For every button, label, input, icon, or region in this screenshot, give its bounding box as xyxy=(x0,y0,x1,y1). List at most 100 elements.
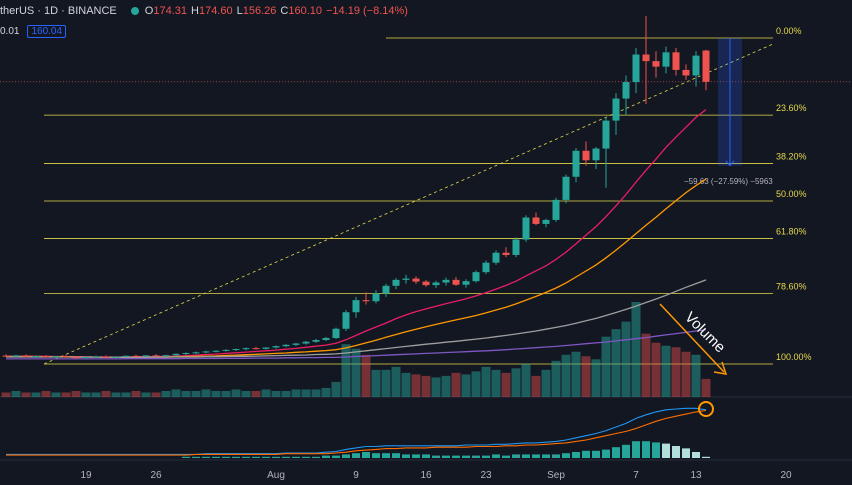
low-value: L156.26 xyxy=(236,5,277,17)
volume-bar xyxy=(151,392,161,397)
fib-label: 38.20% xyxy=(776,152,807,162)
volume-bar xyxy=(221,390,231,397)
candle-body xyxy=(452,279,460,285)
volume-bar xyxy=(311,389,321,397)
oscillator-histogram-bar xyxy=(232,456,240,458)
volume-bar xyxy=(551,360,561,397)
oscillator-histogram-bar xyxy=(612,447,620,458)
oscillator-histogram-bar xyxy=(362,452,370,458)
candle-body xyxy=(162,355,170,357)
candle-body xyxy=(562,176,570,200)
candle-body xyxy=(462,281,470,285)
candle-body xyxy=(142,355,150,357)
oscillator-histogram-bar xyxy=(192,456,200,458)
oscillator-histogram-bar xyxy=(312,456,320,458)
oscillator-histogram-bar xyxy=(642,441,650,458)
candle-body xyxy=(312,339,320,342)
open-value: O174.31 xyxy=(144,5,187,17)
indicator-row: 0.01 160.04 xyxy=(0,22,67,40)
oscillator-histogram-bar xyxy=(432,455,440,458)
oscillator-histogram-bar xyxy=(682,448,690,458)
x-axis-tick-label: Aug xyxy=(267,470,285,481)
volume-bar xyxy=(471,371,481,397)
volume-bar xyxy=(161,390,171,397)
candle-body xyxy=(172,353,180,356)
symbol-header: therUS · 1D · BINANCE O174.31 H174.60 L1… xyxy=(0,0,408,22)
candle-body xyxy=(482,262,490,273)
candle-body xyxy=(92,356,100,358)
oscillator-histogram-bar xyxy=(282,456,290,458)
oscillator-histogram-bar xyxy=(272,456,280,458)
candle-body xyxy=(102,356,110,358)
x-axis-tick-label: 16 xyxy=(420,470,432,481)
close-value: C160.10 xyxy=(280,5,322,17)
moving-average-line xyxy=(6,109,707,358)
x-axis-tick-label: 19 xyxy=(80,470,92,481)
volume-bar xyxy=(121,392,131,397)
oscillator-histogram-bar xyxy=(522,454,530,458)
fib-label: 78.60% xyxy=(776,282,807,292)
candle-body xyxy=(532,217,540,224)
oscillator-histogram-bar xyxy=(492,454,500,458)
oscillator-histogram-bar xyxy=(552,454,560,458)
candle-body xyxy=(252,348,260,350)
candle-body xyxy=(632,54,640,83)
oscillator-histogram-bar xyxy=(442,455,450,458)
volume-bar xyxy=(531,375,541,397)
oscillator-histogram-bar xyxy=(352,453,360,458)
oscillator-histogram-bar xyxy=(252,456,260,458)
price-input-box[interactable]: 160.04 xyxy=(27,24,67,38)
candle-body xyxy=(442,279,450,283)
candle-body xyxy=(352,300,360,313)
volume-bar xyxy=(671,347,681,397)
candle-body xyxy=(592,148,600,161)
candle-body xyxy=(52,356,60,358)
candle-body xyxy=(492,252,500,263)
volume-bar xyxy=(581,356,591,397)
volume-bar xyxy=(351,348,361,397)
candle-body xyxy=(552,199,560,220)
oscillator-histogram-bar xyxy=(452,455,460,458)
volume-bar xyxy=(661,345,671,397)
oscillator-histogram-bar xyxy=(332,455,340,458)
oscillator-histogram-bar xyxy=(342,454,350,458)
candle-body xyxy=(672,52,680,70)
oscillator-histogram-bar xyxy=(532,454,540,458)
candle-body xyxy=(132,355,140,357)
fib-label: 61.80% xyxy=(776,226,807,236)
oscillator-histogram-bar xyxy=(632,441,640,458)
x-axis-tick-label: 20 xyxy=(780,470,792,481)
oscillator-histogram-bar xyxy=(482,455,490,458)
volume-bar xyxy=(251,390,261,397)
oscillator-histogram-bar xyxy=(372,453,380,458)
volume-bar xyxy=(641,333,651,397)
oscillator-histogram-bar xyxy=(572,452,580,458)
candle-body xyxy=(72,357,80,359)
fib-label: 100.00% xyxy=(776,352,812,362)
candle-body xyxy=(202,351,210,353)
candle-body xyxy=(582,150,590,161)
oscillator-histogram-bar xyxy=(392,453,400,458)
candle-body xyxy=(432,282,440,286)
volume-bar xyxy=(231,389,241,397)
moving-average-line xyxy=(6,178,707,358)
candle-body xyxy=(332,328,340,339)
moving-average-line xyxy=(6,279,707,358)
candle-body xyxy=(42,356,50,358)
candle-body xyxy=(222,349,230,351)
volume-bar xyxy=(521,363,531,397)
volume-bar xyxy=(81,392,91,397)
volume-bar xyxy=(541,369,551,397)
candle-body xyxy=(602,120,610,149)
volume-bar xyxy=(591,359,601,397)
candle-body xyxy=(22,355,30,357)
measure-label: −59.63 (−27.59%) −5963 xyxy=(684,177,773,186)
volume-bar xyxy=(421,375,431,397)
candle-body xyxy=(192,352,200,354)
symbol-name[interactable]: therUS · 1D · BINANCE xyxy=(0,5,117,17)
annotation-arrowhead xyxy=(713,361,728,375)
volume-bar xyxy=(371,369,381,397)
oscillator-histogram-bar xyxy=(222,456,230,458)
volume-bar xyxy=(61,392,71,397)
